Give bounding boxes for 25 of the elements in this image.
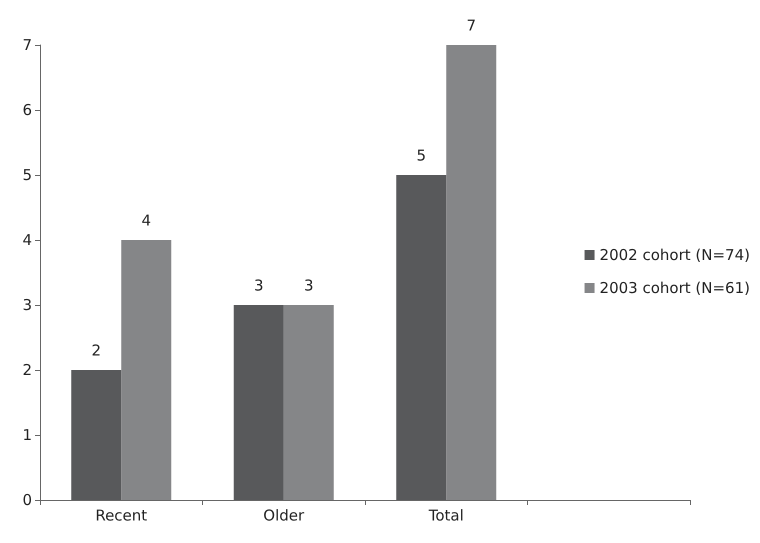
bar xyxy=(396,175,446,500)
bar xyxy=(446,45,496,500)
x-tick-label: Total xyxy=(428,506,464,524)
data-label: 3 xyxy=(254,276,264,294)
data-label: 4 xyxy=(141,212,152,230)
y-tick-label: 5 xyxy=(22,166,32,184)
x-tick-label: Recent xyxy=(95,506,148,524)
y-tick-label: 6 xyxy=(22,101,32,119)
x-tick-label: Older xyxy=(263,506,306,524)
data-label: 3 xyxy=(304,276,314,294)
y-tick-label: 1 xyxy=(22,426,32,444)
data-label: 2 xyxy=(91,342,102,360)
legend-label: 2002 cohort (N=74) xyxy=(600,246,750,264)
y-tick-label: 0 xyxy=(22,491,32,509)
data-label: 7 xyxy=(466,16,476,34)
bar xyxy=(121,240,172,500)
y-tick-label: 7 xyxy=(22,36,32,54)
y-tick-label: 4 xyxy=(22,231,32,249)
bar xyxy=(71,370,122,500)
bar xyxy=(234,305,284,500)
bar xyxy=(284,305,334,500)
y-tick-label: 3 xyxy=(22,296,32,314)
data-label: 5 xyxy=(416,146,426,164)
y-tick-label: 2 xyxy=(22,361,32,379)
legend-label: 2003 cohort (N=61) xyxy=(600,279,750,297)
